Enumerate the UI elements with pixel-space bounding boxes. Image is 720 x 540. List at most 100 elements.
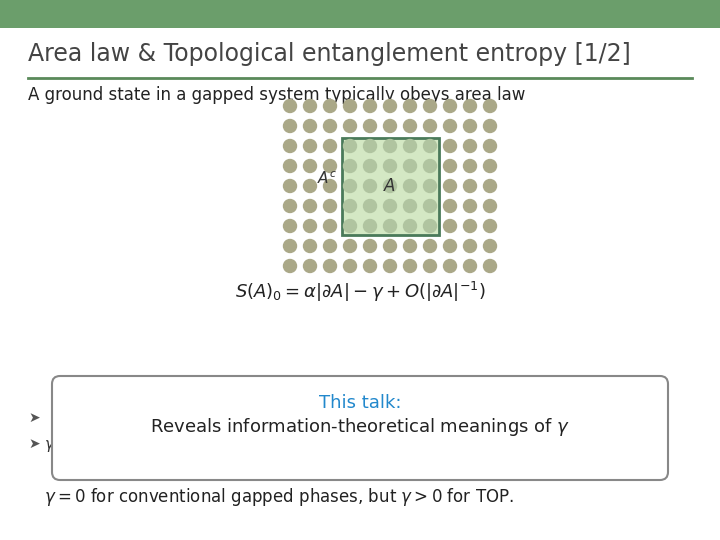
Circle shape — [323, 199, 336, 213]
Circle shape — [403, 260, 416, 273]
Circle shape — [403, 119, 416, 132]
Circle shape — [444, 179, 456, 192]
Circle shape — [364, 260, 377, 273]
Circle shape — [423, 219, 436, 233]
Circle shape — [464, 119, 477, 132]
Circle shape — [464, 260, 477, 273]
Circle shape — [403, 179, 416, 192]
Circle shape — [464, 159, 477, 172]
Circle shape — [323, 179, 336, 192]
Circle shape — [284, 119, 297, 132]
Circle shape — [304, 99, 317, 112]
Circle shape — [484, 260, 497, 273]
Circle shape — [403, 139, 416, 152]
Circle shape — [464, 139, 477, 152]
Text: $A$: $A$ — [384, 177, 397, 195]
Circle shape — [423, 159, 436, 172]
Circle shape — [304, 179, 317, 192]
Circle shape — [423, 119, 436, 132]
Text: $A^c$: $A^c$ — [318, 171, 338, 187]
Circle shape — [343, 240, 356, 253]
Circle shape — [444, 260, 456, 273]
Circle shape — [484, 119, 497, 132]
Circle shape — [284, 240, 297, 253]
Text: $\gamma$: The topo: $\gamma$: The topo — [44, 435, 132, 454]
Circle shape — [403, 159, 416, 172]
Circle shape — [343, 219, 356, 233]
Circle shape — [323, 219, 336, 233]
Circle shape — [284, 219, 297, 233]
Circle shape — [444, 240, 456, 253]
Circle shape — [343, 199, 356, 213]
Circle shape — [484, 199, 497, 213]
Circle shape — [384, 260, 397, 273]
Circle shape — [464, 99, 477, 112]
Circle shape — [284, 199, 297, 213]
Circle shape — [484, 139, 497, 152]
Circle shape — [304, 139, 317, 152]
Circle shape — [423, 139, 436, 152]
Text: This talk:: This talk: — [319, 394, 401, 412]
Circle shape — [384, 240, 397, 253]
Bar — [0, 0, 720, 28]
Circle shape — [304, 260, 317, 273]
Text: glement entropy: glement entropy — [440, 436, 583, 451]
Circle shape — [364, 159, 377, 172]
Circle shape — [444, 99, 456, 112]
Circle shape — [384, 219, 397, 233]
Circle shape — [423, 99, 436, 112]
Circle shape — [444, 139, 456, 152]
FancyBboxPatch shape — [52, 376, 668, 480]
Circle shape — [403, 219, 416, 233]
Circle shape — [364, 119, 377, 132]
Circle shape — [484, 179, 497, 192]
Circle shape — [464, 179, 477, 192]
Circle shape — [284, 99, 297, 112]
Circle shape — [364, 240, 377, 253]
Circle shape — [384, 199, 397, 213]
Circle shape — [484, 159, 497, 172]
Text: $\gamma = 0$ for conventional gapped phases, but $\gamma > 0$ for TOP.: $\gamma = 0$ for conventional gapped pha… — [44, 486, 514, 508]
Circle shape — [343, 179, 356, 192]
Circle shape — [343, 99, 356, 112]
Circle shape — [384, 99, 397, 112]
Circle shape — [343, 139, 356, 152]
Circle shape — [364, 139, 377, 152]
Circle shape — [423, 179, 436, 192]
Text: $S(A)_0 = \alpha|\partial A| - \gamma + O(|\partial A|^{-1})$: $S(A)_0 = \alpha|\partial A| - \gamma + … — [235, 280, 485, 304]
Circle shape — [284, 139, 297, 152]
Circle shape — [444, 119, 456, 132]
Circle shape — [423, 199, 436, 213]
Circle shape — [384, 159, 397, 172]
Circle shape — [444, 199, 456, 213]
Circle shape — [403, 99, 416, 112]
Circle shape — [403, 240, 416, 253]
Circle shape — [423, 240, 436, 253]
Circle shape — [364, 179, 377, 192]
Circle shape — [304, 219, 317, 233]
Circle shape — [364, 219, 377, 233]
Circle shape — [423, 260, 436, 273]
Circle shape — [464, 219, 477, 233]
Circle shape — [323, 99, 336, 112]
Circle shape — [304, 119, 317, 132]
Circle shape — [284, 179, 297, 192]
Circle shape — [323, 260, 336, 273]
Circle shape — [364, 199, 377, 213]
Circle shape — [323, 139, 336, 152]
Circle shape — [384, 139, 397, 152]
Text: ➤: ➤ — [28, 437, 40, 451]
Circle shape — [323, 119, 336, 132]
Text: Reveals information-theoretical meanings of $\gamma$: Reveals information-theoretical meanings… — [150, 416, 570, 438]
Circle shape — [484, 99, 497, 112]
Bar — [341, 138, 438, 234]
Circle shape — [484, 240, 497, 253]
Circle shape — [384, 179, 397, 192]
Circle shape — [364, 99, 377, 112]
Circle shape — [323, 159, 336, 172]
Circle shape — [343, 159, 356, 172]
Text: ➤: ➤ — [28, 411, 40, 425]
Circle shape — [464, 199, 477, 213]
Circle shape — [484, 219, 497, 233]
Text: A ground state in a gapped system typically obeys area law: A ground state in a gapped system typica… — [28, 86, 526, 104]
